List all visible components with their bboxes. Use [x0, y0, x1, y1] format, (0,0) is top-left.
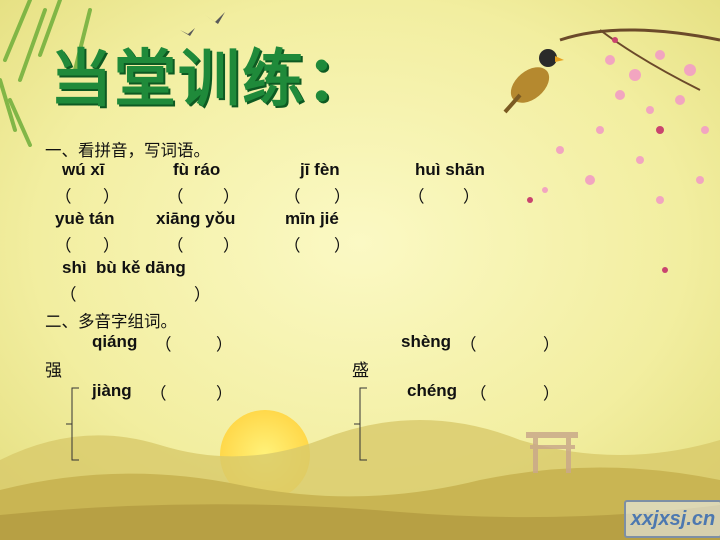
answer-paren-close: ） — [216, 384, 233, 403]
pinyin-minjie: mīn jié — [285, 209, 339, 228]
answer-paren-close: ） — [223, 236, 240, 255]
answer-paren-close: ） — [463, 187, 480, 206]
answer-paren-close: ） — [194, 285, 211, 304]
answer-paren-open: （ — [55, 236, 72, 255]
answer-paren-open: （ — [60, 285, 77, 304]
answer-paren-close: ） — [543, 335, 560, 354]
answer-paren-close: ） — [334, 236, 351, 255]
pavilion-silhouette — [526, 432, 578, 473]
bracket-left — [66, 387, 79, 461]
pinyin-huishan: huì shān — [415, 160, 485, 179]
section1-heading: 一、看拼音，写词语。 — [45, 141, 210, 160]
willow-leaves — [0, 0, 92, 147]
swallow-birds — [180, 12, 225, 36]
bird-illustration — [503, 49, 564, 114]
answer-paren-open: （ — [284, 187, 301, 206]
polyphone-jiang-pinyin: jiàng — [92, 381, 132, 400]
answer-paren-open: （ — [470, 384, 487, 403]
pinyin-wuxi: wú xī — [62, 160, 105, 179]
answer-paren-open: （ — [460, 335, 477, 354]
answer-paren-open: （ — [167, 236, 184, 255]
answer-paren-close: ） — [216, 335, 233, 354]
pinyin-xiangyou: xiāng yǒu — [156, 209, 236, 228]
polyphone-qiang-pinyin: qiáng — [92, 332, 138, 351]
polyphone-char-qiang: 强 — [45, 361, 62, 381]
pinyin-shibukedang: shì bù kě dāng — [62, 258, 186, 277]
blossom-branch — [527, 28, 720, 273]
page-title: 当堂训练： — [50, 42, 371, 115]
answer-paren-open: （ — [55, 187, 72, 206]
answer-paren-close: ） — [334, 187, 351, 206]
pinyin-furao: fù ráo — [173, 160, 221, 179]
answer-paren-open: （ — [150, 384, 167, 403]
answer-paren-close: ） — [543, 384, 560, 403]
watermark-logo: xxjxsj.cn — [624, 500, 720, 538]
answer-paren-close: ） — [103, 236, 120, 255]
pinyin-jifen: jī fèn — [300, 160, 340, 179]
section2-heading: 二、多音字组词。 — [45, 312, 177, 331]
answer-paren-open: （ — [408, 187, 425, 206]
polyphone-sheng-pinyin: shèng — [401, 332, 452, 351]
polyphone-char-sheng: 盛 — [352, 361, 369, 381]
answer-paren-close: ） — [103, 187, 120, 206]
answer-paren-open: （ — [167, 187, 184, 206]
answer-paren-open: （ — [284, 236, 301, 255]
answer-paren-open: （ — [155, 335, 172, 354]
polyphone-cheng-pinyin: chéng — [407, 381, 458, 400]
bracket-right — [354, 387, 367, 461]
pinyin-yuetan: yuè tán — [55, 209, 115, 228]
answer-paren-close: ） — [223, 187, 240, 206]
